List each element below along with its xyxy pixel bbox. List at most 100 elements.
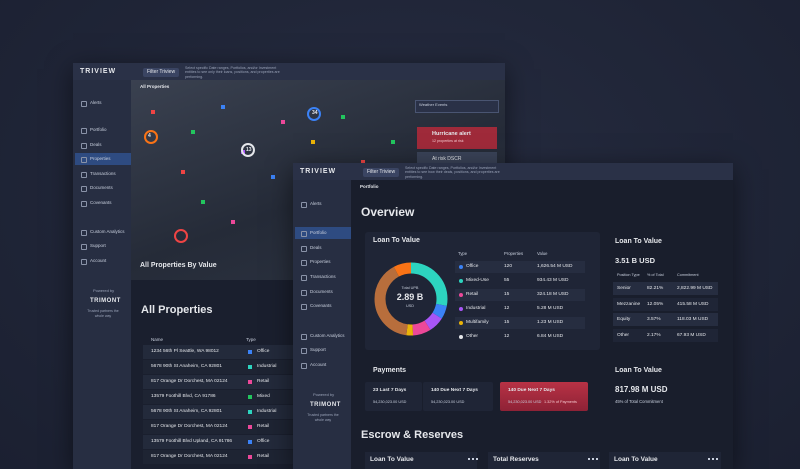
nav-item[interactable]: Account	[90, 258, 107, 263]
column-header: Name	[151, 337, 164, 342]
type: Multifamily	[466, 320, 489, 325]
payment-amount: 54,230,023.00 USD	[431, 400, 465, 404]
breadcrumb: Portfolio	[360, 184, 379, 189]
brand: TRIVIEW	[80, 68, 117, 75]
map-marker	[281, 120, 285, 124]
nav-item[interactable]: Support	[310, 347, 326, 352]
address: 13579 Foothill Blvd, CA 91786	[151, 394, 216, 399]
alert-title: Hurricane alert	[432, 131, 471, 137]
cell: Other	[617, 332, 629, 338]
type: Mixed-Use	[466, 278, 489, 283]
map-marker	[191, 130, 195, 134]
nav-icon	[81, 201, 87, 207]
more-menu[interactable]	[588, 458, 598, 462]
nav-item[interactable]: Transactions	[90, 171, 116, 176]
payment-label: 140 Due Next 7 Days	[508, 388, 555, 393]
address: 817 Orange Dr Dorchest, MA 02124	[151, 424, 228, 429]
type-dot	[248, 350, 252, 354]
nav-item[interactable]: Covenants	[90, 200, 112, 205]
address: 13579 Foothill Blvd Upland, CA 91786	[151, 439, 233, 444]
card-title: Loan To Value	[373, 237, 420, 244]
filter-button[interactable]: Filter Triview	[143, 68, 180, 77]
tagline: Trusted partners the whole way	[307, 413, 339, 422]
map-cluster	[241, 143, 255, 157]
tagline: Trusted partners the whole way	[87, 309, 119, 318]
alert-card[interactable]	[417, 127, 497, 149]
map-cluster	[144, 130, 158, 144]
nav-item[interactable]: Transactions	[310, 274, 336, 279]
active-nav	[295, 227, 353, 239]
nav-item[interactable]: Documents	[90, 185, 113, 190]
column-header: Position Type	[617, 273, 640, 277]
donut-chart	[374, 262, 448, 336]
table-row	[143, 360, 298, 374]
donut-unit: USD	[405, 304, 415, 308]
map-markers	[144, 105, 395, 243]
nav-icon	[81, 259, 87, 265]
value: 5.28 M USD	[537, 306, 564, 311]
nav-item[interactable]: Properties	[310, 259, 331, 264]
type-dot	[459, 335, 463, 339]
value: 6.84 M USD	[537, 334, 564, 339]
cluster-count: 34	[312, 110, 318, 116]
map-cluster	[174, 229, 188, 243]
type-dot	[459, 321, 463, 325]
type: Mixed	[257, 394, 270, 399]
payment-box[interactable]	[365, 382, 422, 411]
table-row	[455, 275, 585, 287]
risk-title: At risk DSCR	[432, 156, 462, 162]
nav-item[interactable]: Documents	[310, 289, 333, 294]
table-row	[455, 331, 585, 343]
more-menu[interactable]	[708, 458, 718, 462]
type: Industrial	[257, 409, 277, 414]
type-dot	[459, 279, 463, 283]
properties: 55	[504, 278, 510, 283]
nav-icon	[301, 348, 307, 354]
nav-item[interactable]: Portfolio	[310, 230, 327, 235]
map-marker	[361, 160, 365, 164]
nav-item[interactable]: Alerts	[90, 100, 102, 105]
nav-item[interactable]: Covenants	[310, 303, 332, 308]
donut-segment	[374, 262, 448, 336]
filter-note: Select specific Date ranges, Portfolios,…	[405, 166, 500, 179]
active-nav	[75, 153, 133, 165]
table-row	[143, 435, 298, 449]
payment-box[interactable]	[500, 382, 588, 411]
type: Retail	[257, 424, 270, 429]
alert-note: 12 properties at risk	[432, 139, 464, 143]
more-menu[interactable]	[468, 458, 478, 462]
donut-segment	[374, 262, 448, 336]
nav-item[interactable]: Support	[90, 243, 106, 248]
nav-item[interactable]: Properties	[90, 156, 111, 161]
nav-item[interactable]: Deals	[90, 142, 102, 147]
nav-item[interactable]: Custom Analytics	[310, 333, 345, 338]
type: Industrial	[257, 364, 277, 369]
cluster-count: 13	[246, 147, 252, 153]
nav-item[interactable]: Deals	[310, 245, 322, 250]
filter-button[interactable]: Filter Triview	[363, 168, 400, 177]
table-row	[143, 420, 298, 434]
filter-note: Select specific Date ranges, Portfolios,…	[185, 66, 280, 79]
company: TRIMONT	[90, 298, 121, 304]
payment-box[interactable]	[423, 382, 493, 411]
table-row	[613, 297, 718, 311]
nav-item[interactable]: Custom Analytics	[90, 229, 125, 234]
properties: 12	[504, 306, 510, 311]
weather-panel	[415, 100, 499, 113]
nav-icon	[81, 143, 87, 149]
type-dot	[248, 410, 252, 414]
powered-by: Powered by	[93, 288, 115, 293]
type: Retail	[466, 292, 479, 297]
nav-icon	[301, 334, 307, 340]
brand: TRIVIEW	[300, 168, 337, 175]
type: Other	[466, 334, 478, 339]
nav-item[interactable]: Account	[310, 362, 327, 367]
cell: 12.05%	[647, 301, 664, 307]
nav-item[interactable]: Alerts	[310, 201, 322, 206]
properties: 15	[504, 320, 510, 325]
column-header: Type	[458, 251, 468, 256]
page-heading: Overview	[361, 205, 415, 219]
type-dot	[248, 440, 252, 444]
nav-item[interactable]: Portfolio	[90, 127, 107, 132]
